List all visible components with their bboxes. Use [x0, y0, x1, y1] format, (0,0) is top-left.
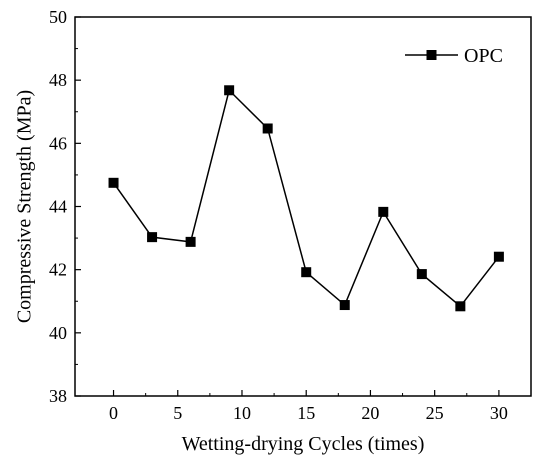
- y-tick-label: 50: [49, 7, 67, 27]
- data-point: [262, 123, 273, 134]
- data-point: [339, 300, 350, 311]
- x-tick-label: 25: [426, 403, 444, 423]
- legend-marker: [426, 50, 437, 60]
- y-tick-label: 38: [49, 386, 67, 406]
- y-tick-label: 44: [49, 197, 67, 217]
- x-axis-title: Wetting-drying Cycles (times): [182, 433, 425, 455]
- data-point: [416, 269, 427, 280]
- y-axis: 38 40 42 44 46 48 50: [49, 7, 81, 406]
- data-point: [147, 232, 158, 243]
- y-tick-label: 42: [49, 260, 67, 280]
- x-axis: 0 5 10 15 20 25 30: [109, 390, 508, 423]
- data-point: [224, 85, 235, 96]
- data-point: [455, 301, 466, 312]
- data-point: [301, 267, 312, 278]
- x-tick-label: 20: [361, 403, 379, 423]
- y-axis-title: Compressive Strength (MPa): [14, 90, 36, 323]
- plot-frame: [74, 16, 532, 397]
- data-point: [378, 206, 389, 217]
- data-point: [185, 236, 196, 247]
- x-tick-label: 15: [297, 403, 315, 423]
- x-tick-label: 10: [233, 403, 251, 423]
- data-point: [493, 251, 504, 262]
- plot-border: [74, 16, 532, 397]
- y-tick-label: 40: [49, 323, 67, 343]
- x-tick-label: 0: [109, 403, 118, 423]
- legend-label: OPC: [464, 45, 503, 67]
- series-layer: [108, 85, 504, 312]
- y-tick-label: 46: [49, 133, 67, 153]
- data-point: [108, 177, 119, 188]
- legend: OPC: [405, 45, 503, 67]
- x-tick-label: 5: [173, 403, 182, 423]
- y-tick-label: 48: [49, 70, 67, 90]
- x-tick-label: 30: [490, 403, 508, 423]
